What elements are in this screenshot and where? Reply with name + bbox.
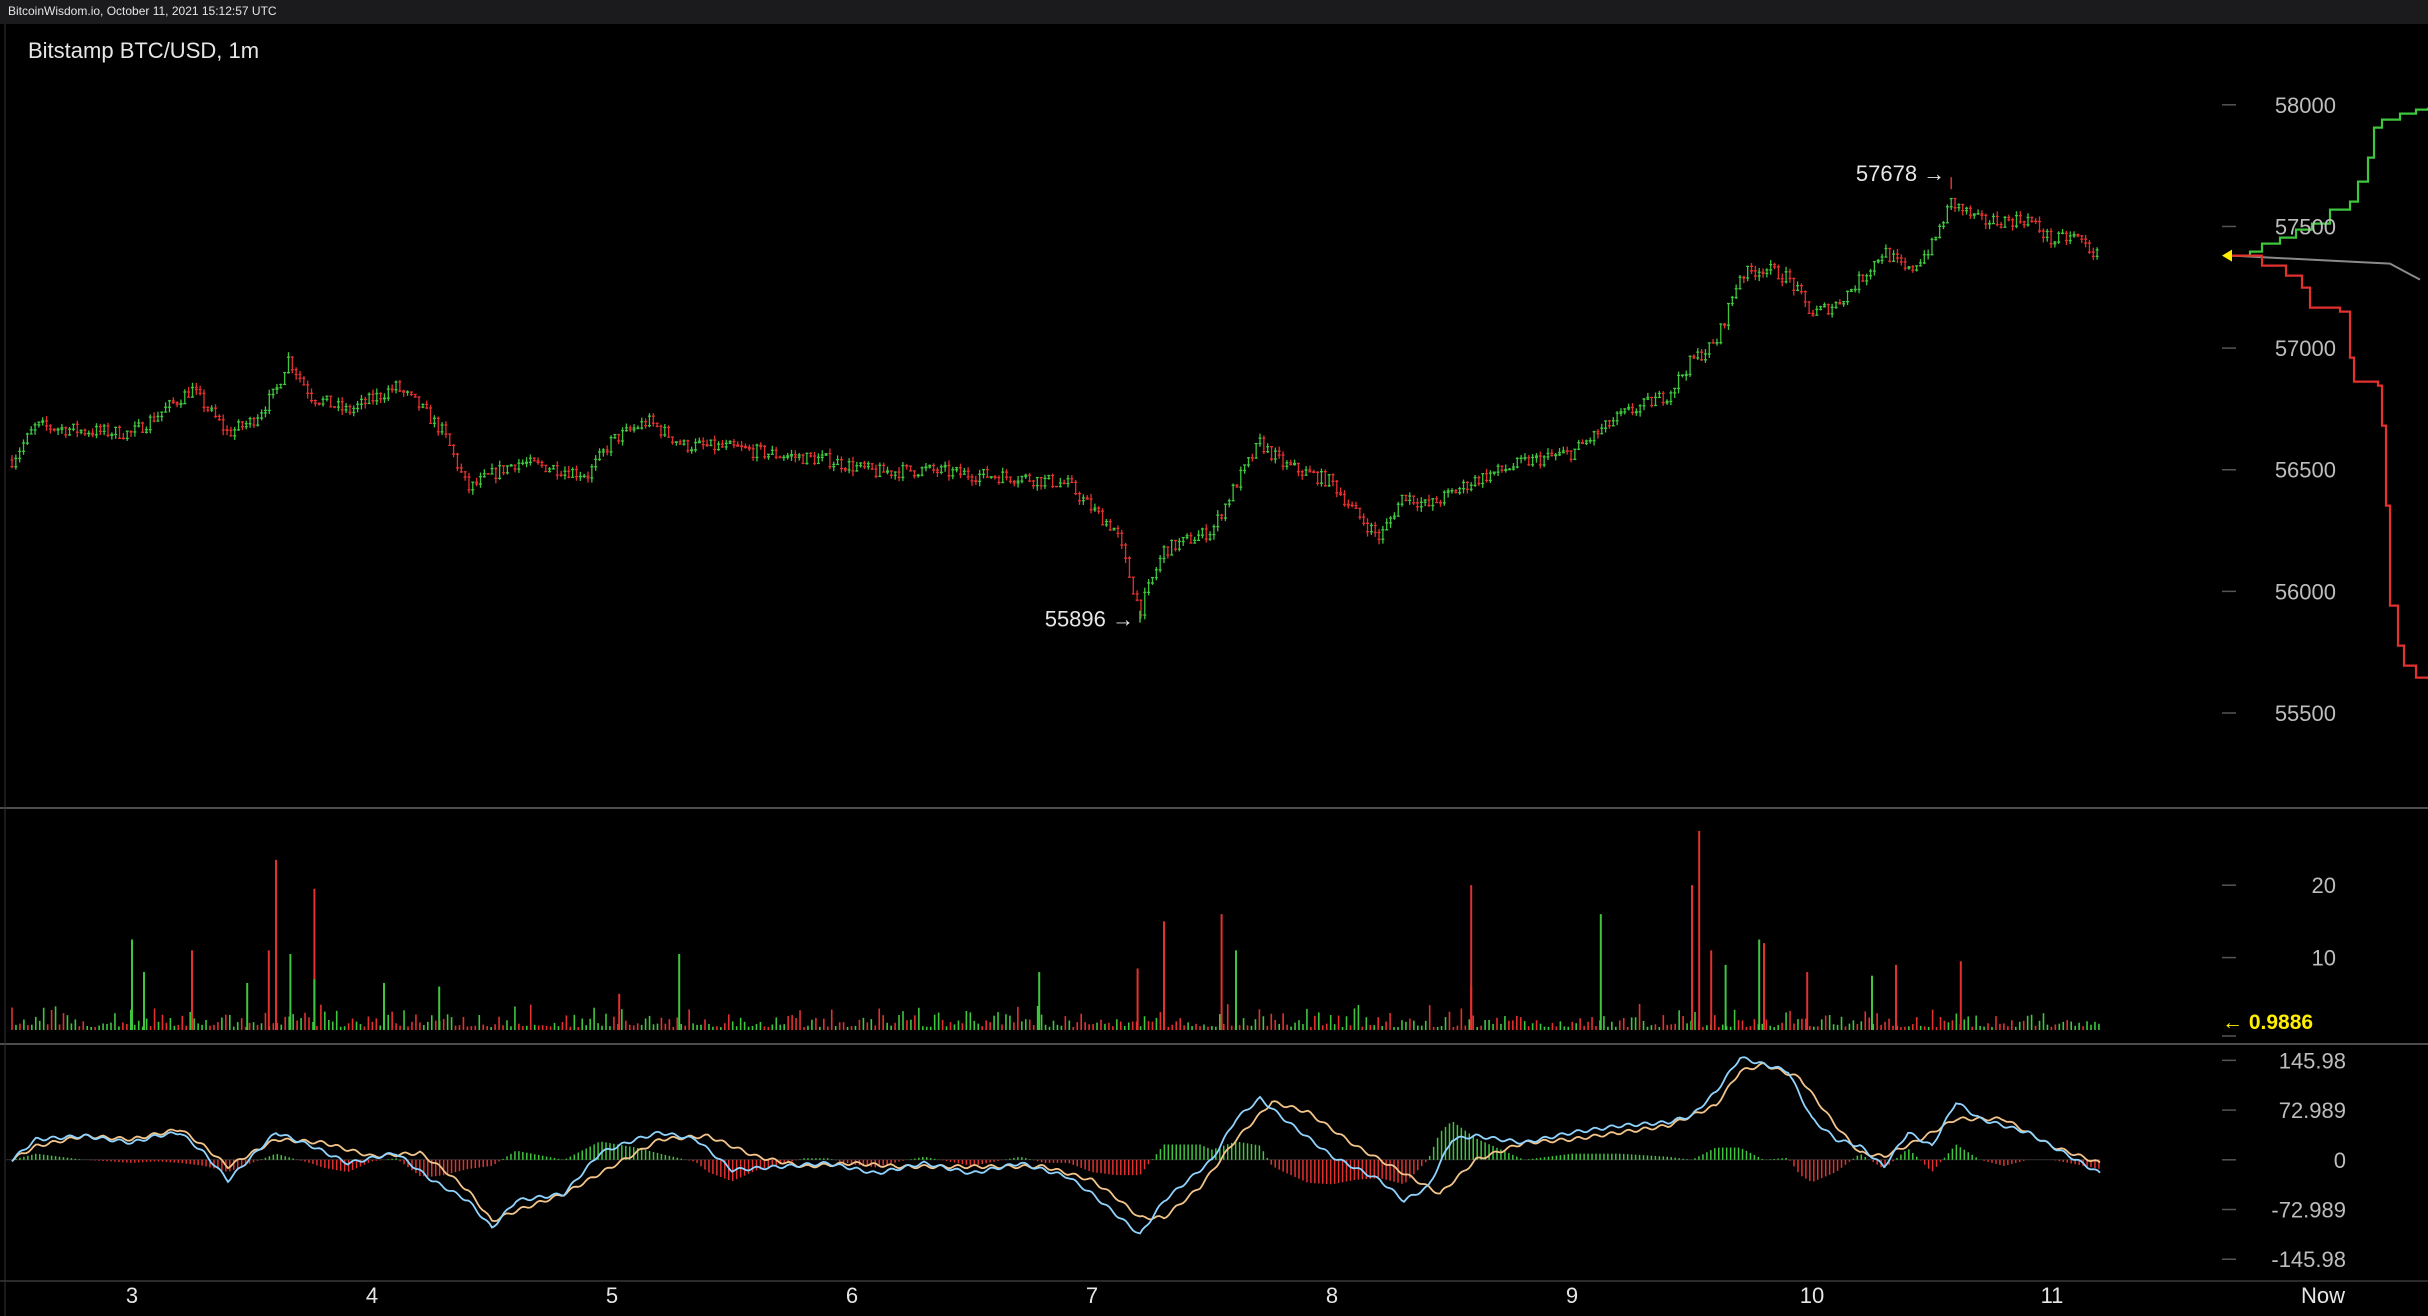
price-tick-label: 55500 — [2275, 701, 2336, 726]
volume-tick-label: 10 — [2312, 946, 2336, 971]
volume-series — [11, 830, 2100, 1030]
macd-tick-label: 72.989 — [2279, 1098, 2346, 1123]
axis-labels: 58000 57500 57000 56500 56000 55500 20 10 145.98… — [126, 93, 2346, 1308]
macd-series — [6, 1056, 2101, 1235]
depth-chart — [2222, 107, 2428, 679]
price-tick-label: 56500 — [2275, 458, 2336, 483]
current-price-marker — [2222, 249, 2232, 262]
chart-panel — [0, 24, 2428, 1316]
top-bar: BitcoinWisdom.io, October 11, 2021 15:12… — [0, 0, 2428, 24]
macd-tick-label: -72.989 — [2271, 1198, 2346, 1223]
x-tick-label: 3 — [126, 1283, 138, 1308]
x-tick-label: 7 — [1086, 1283, 1098, 1308]
x-now-label: Now — [2301, 1283, 2345, 1308]
candlestick-series — [10, 177, 2099, 623]
macd-signal-line — [11, 1062, 2101, 1223]
x-tick-label: 9 — [1566, 1283, 1578, 1308]
price-tick-label: 57000 — [2275, 336, 2336, 361]
volume-current-label: ← 0.9886 — [2222, 1011, 2313, 1034]
macd-tick-label: 0 — [2334, 1148, 2346, 1173]
depth-bids-line — [2232, 254, 2428, 679]
macd-tick-label: 145.98 — [2279, 1048, 2346, 1073]
price-tick-label: 58000 — [2275, 93, 2336, 118]
price-extreme-label: 57678 → — [1856, 161, 1945, 186]
chart-title: Bitstamp BTC/USD, 1m — [28, 38, 259, 63]
source-timestamp: BitcoinWisdom.io, October 11, 2021 15:12… — [8, 4, 277, 18]
price-tick-label: 57500 — [2275, 214, 2336, 239]
grid-layer — [0, 24, 2428, 1316]
x-tick-label: 8 — [1326, 1283, 1338, 1308]
x-tick-label: 6 — [846, 1283, 858, 1308]
x-tick-label: 10 — [1800, 1283, 1824, 1308]
price-extreme-label: 55896 → — [1045, 607, 1134, 632]
x-tick-label: 5 — [606, 1283, 618, 1308]
depth-mid-line — [2231, 254, 2421, 281]
depth-asks-line — [2232, 107, 2428, 257]
volume-tick-label: 20 — [2312, 873, 2336, 898]
chart-canvas[interactable]: 58000 57500 57000 56500 56000 55500 20 10 145.98… — [0, 24, 2428, 1316]
x-tick-label: 11 — [2041, 1283, 2064, 1308]
macd-tick-label: -145.98 — [2271, 1247, 2346, 1272]
price-tick-label: 56000 — [2275, 579, 2336, 604]
macd-line — [11, 1056, 2101, 1235]
x-tick-label: 4 — [366, 1283, 378, 1308]
